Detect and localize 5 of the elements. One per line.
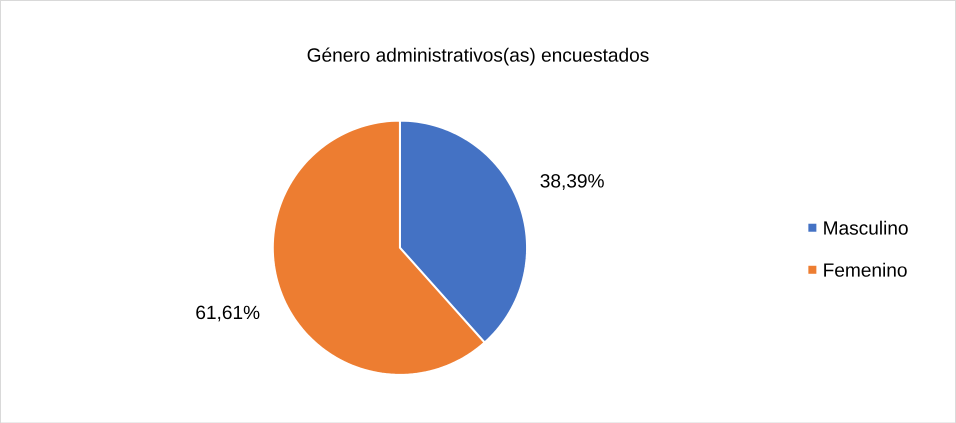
chart-title: Género administrativos(as) encuestados bbox=[308, 47, 649, 66]
data-label: 38,39% bbox=[540, 174, 604, 190]
data-label: 61,61% bbox=[196, 305, 260, 322]
legend-label: Masculino bbox=[824, 220, 908, 235]
legend-label: Femenino bbox=[824, 262, 907, 277]
